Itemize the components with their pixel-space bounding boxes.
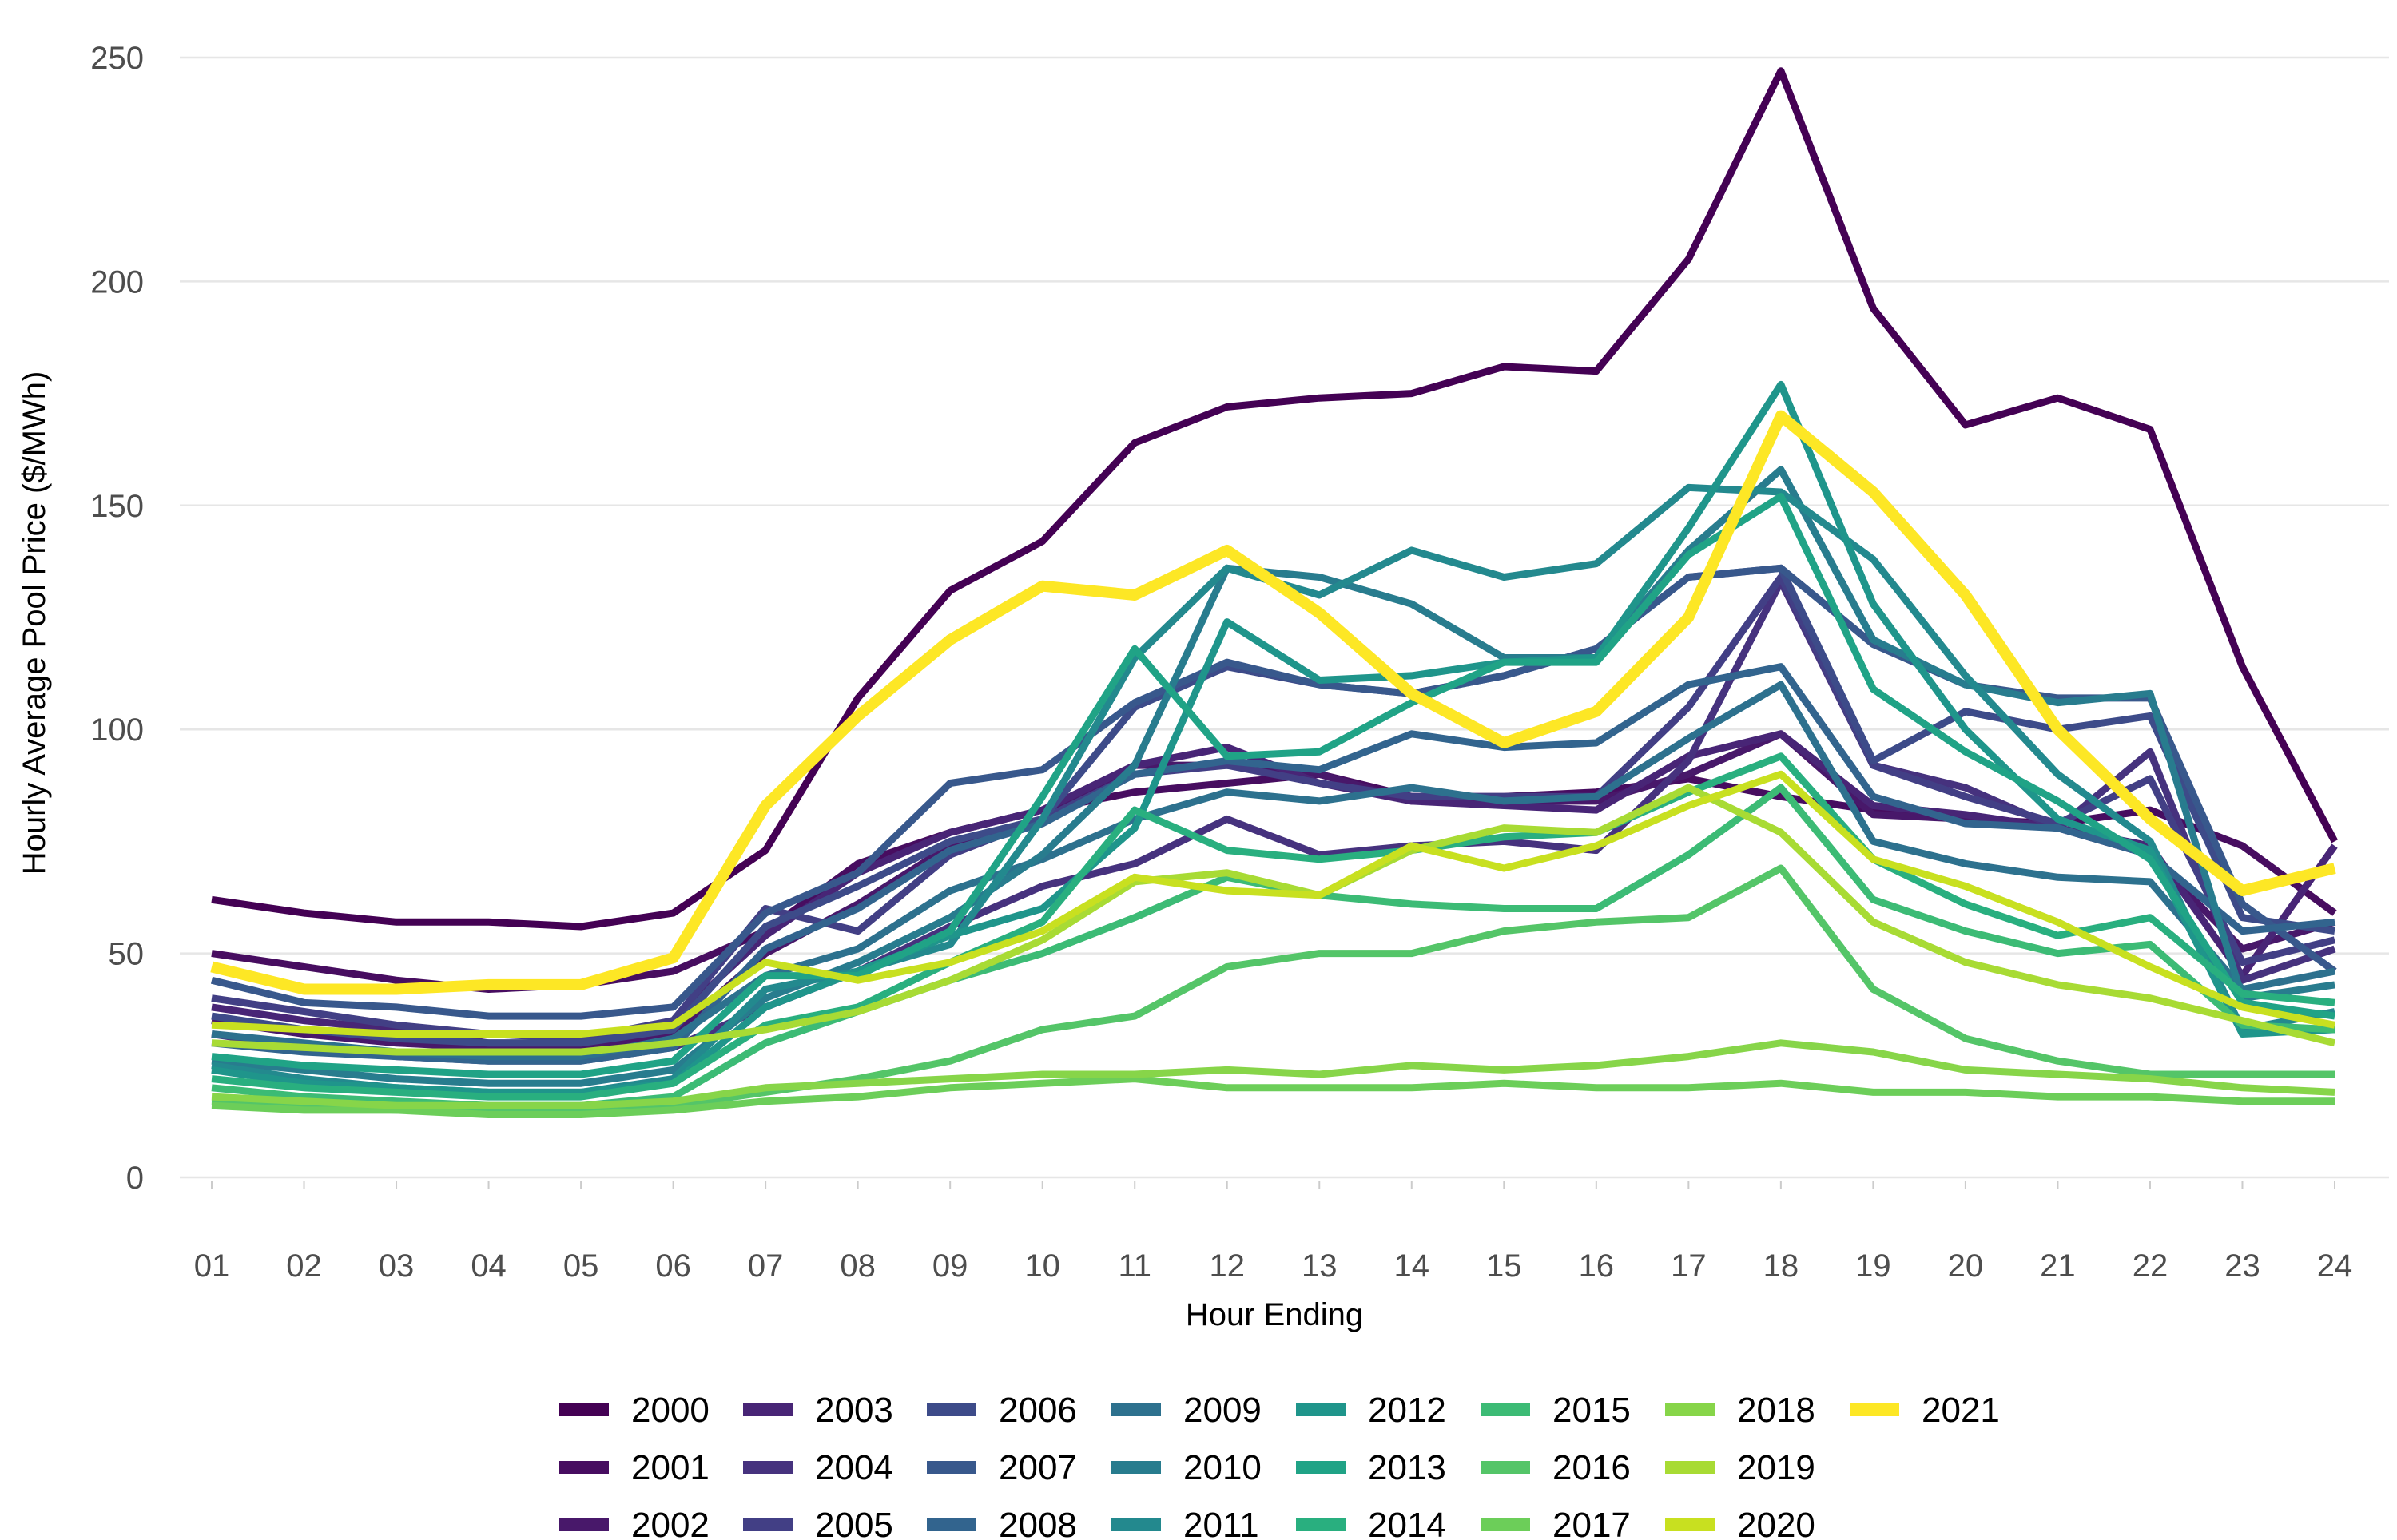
y-axis: 0 50 100 150 200 250 — [90, 41, 144, 1196]
x-tick-label: 08 — [840, 1248, 876, 1284]
legend: 2000 2001 2002 2003 2004 2005 2006 2007 2008 2009… — [559, 1391, 2000, 1540]
x-tick-label: 10 — [1024, 1248, 1060, 1284]
y-tick-label: 250 — [90, 41, 144, 76]
series-line-2016 — [211, 864, 2335, 1114]
legend-label-2011: 2011 — [1183, 1506, 1259, 1540]
series-lines — [210, 67, 2338, 1118]
series-line-2019 — [211, 784, 2336, 1056]
y-tick-label: 150 — [90, 489, 144, 524]
y-tick-label: 50 — [109, 937, 145, 972]
x-tick-label: 24 — [2317, 1248, 2353, 1284]
legend-label-2015: 2015 — [1552, 1391, 1631, 1430]
x-tick-label: 19 — [1855, 1248, 1891, 1284]
x-tick-label: 20 — [1948, 1248, 1984, 1284]
series-line-2018 — [211, 1039, 2335, 1109]
x-tick-label: 06 — [655, 1248, 691, 1284]
x-tick-label: 14 — [1394, 1248, 1430, 1284]
x-tick-label: 16 — [1579, 1248, 1615, 1284]
x-tick-label: 15 — [1486, 1248, 1522, 1284]
legend-label-2001: 2001 — [631, 1448, 710, 1487]
x-tick-label: 12 — [1209, 1248, 1245, 1284]
legend-label-2016: 2016 — [1552, 1448, 1631, 1487]
series-line-2007 — [210, 564, 2337, 1020]
legend-label-2007: 2007 — [999, 1448, 1077, 1487]
series-line-2014 — [211, 752, 2335, 1101]
legend-label-2013: 2013 — [1368, 1448, 1446, 1487]
x-axis: 01 02 03 04 05 06 07 08 09 10 11 12 13 14 15 16 17 18 19 20… — [194, 1181, 2353, 1284]
x-tick-label: 07 — [748, 1248, 784, 1284]
series-line-2012 — [211, 380, 2335, 1096]
legend-label-2012: 2012 — [1368, 1391, 1446, 1430]
series-line-2021 — [210, 410, 2336, 995]
series-line-2008 — [211, 663, 2335, 1065]
x-tick-label: 17 — [1671, 1248, 1707, 1284]
x-tick-label: 05 — [563, 1248, 599, 1284]
legend-label-2002: 2002 — [631, 1506, 710, 1540]
legend-label-2008: 2008 — [999, 1506, 1077, 1540]
legend-label-2014: 2014 — [1368, 1506, 1446, 1540]
series-line-2002 — [211, 730, 2336, 1051]
legend-label-2010: 2010 — [1183, 1448, 1262, 1487]
x-tick-label: 21 — [2040, 1248, 2076, 1284]
y-tick-label: 0 — [126, 1161, 144, 1196]
legend-label-2021: 2021 — [1922, 1391, 2000, 1430]
x-axis-title: Hour Ending — [1186, 1297, 1363, 1332]
x-tick-label: 02 — [286, 1248, 322, 1284]
gridlines — [180, 56, 2389, 1179]
series-line-2009 — [211, 681, 2335, 1061]
y-tick-label: 100 — [90, 712, 144, 748]
legend-label-2018: 2018 — [1737, 1391, 1815, 1430]
x-tick-label: 22 — [2133, 1248, 2168, 1284]
legend-label-2009: 2009 — [1183, 1391, 1262, 1430]
legend-label-2017: 2017 — [1552, 1506, 1631, 1540]
x-tick-label: 09 — [932, 1248, 968, 1284]
legend-label-2003: 2003 — [815, 1391, 893, 1430]
series-line-2017 — [211, 1075, 2335, 1118]
legend-label-2006: 2006 — [999, 1391, 1077, 1430]
series-line-2005 — [211, 574, 2336, 1042]
x-tick-label: 01 — [194, 1248, 230, 1284]
legend-label-2019: 2019 — [1737, 1448, 1815, 1487]
series-line-2020 — [211, 770, 2335, 1038]
x-tick-label: 04 — [471, 1248, 507, 1284]
legend-label-2000: 2000 — [631, 1391, 710, 1430]
x-tick-label: 11 — [1118, 1248, 1151, 1284]
y-tick-label: 200 — [90, 264, 144, 300]
legend-label-2020: 2020 — [1737, 1506, 1815, 1540]
series-line-2013 — [211, 493, 2335, 1078]
legend-label-2005: 2005 — [815, 1506, 893, 1540]
y-axis-title: Hourly Average Pool Price ($/MWh) — [17, 371, 52, 875]
x-tick-label: 13 — [1302, 1248, 1338, 1284]
x-tick-label: 23 — [2224, 1248, 2260, 1284]
series-line-2000 — [211, 67, 2338, 931]
x-tick-label: 18 — [1763, 1248, 1799, 1284]
x-tick-label: 03 — [379, 1248, 415, 1284]
legend-label-2004: 2004 — [815, 1448, 893, 1487]
